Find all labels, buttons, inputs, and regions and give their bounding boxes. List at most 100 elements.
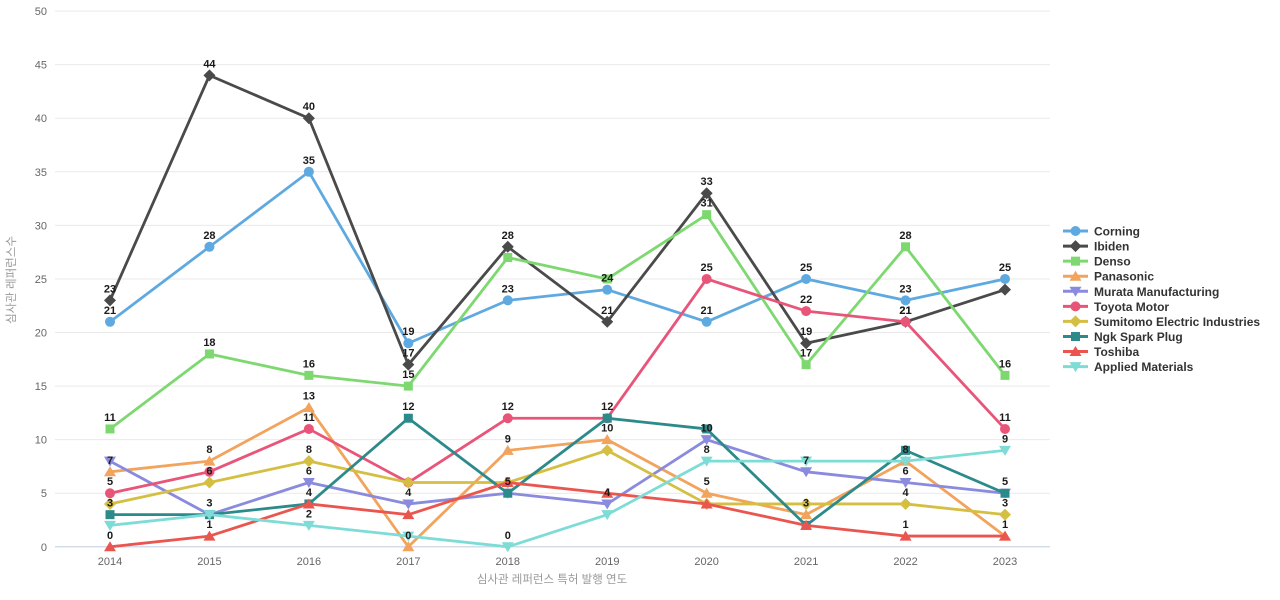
data-point-toyota-motor-2015[interactable] <box>204 466 215 477</box>
legend-marker-toyota-motor[interactable] <box>1070 301 1081 312</box>
legend-marker-denso[interactable] <box>1071 256 1080 266</box>
data-point-applied-materials-2018[interactable] <box>501 542 514 553</box>
data-point-ngk-spark-plug-2018[interactable] <box>503 488 513 498</box>
data-point-applied-materials-2014[interactable] <box>104 520 116 531</box>
data-point-applied-materials-2022[interactable] <box>899 456 912 467</box>
data-point-toyota-motor-2022[interactable] <box>900 316 911 327</box>
data-point-corning-2022[interactable] <box>900 295 911 306</box>
legend-marker-ibiden[interactable] <box>1069 240 1082 253</box>
data-point-applied-materials-2019[interactable] <box>601 510 614 521</box>
data-point-applied-materials-2021[interactable] <box>800 456 813 467</box>
data-point-denso-2018[interactable] <box>503 253 513 263</box>
data-point-corning-2015[interactable] <box>204 241 215 252</box>
data-point-ngk-spark-plug-2019[interactable] <box>602 413 612 423</box>
data-point-ibiden-2014[interactable] <box>104 294 116 307</box>
data-point-denso-2020[interactable] <box>702 210 712 220</box>
data-point-ibiden-2021[interactable] <box>800 337 813 350</box>
data-point-ibiden-2018[interactable] <box>501 240 514 253</box>
legend-marker-corning[interactable] <box>1070 226 1081 236</box>
data-point-sumitomo-electric-industries-2014[interactable] <box>104 497 116 510</box>
data-point-toshiba-2020[interactable] <box>700 498 713 509</box>
data-point-toshiba-2023[interactable] <box>999 530 1011 541</box>
data-point-toshiba-2022[interactable] <box>899 530 912 541</box>
legend-item-toyota-motor[interactable]: Toyota Motor <box>1063 300 1169 314</box>
data-point-panasonic-2019[interactable] <box>601 434 614 445</box>
data-point-ibiden-2023[interactable] <box>999 283 1011 296</box>
legend-marker-toshiba[interactable] <box>1069 346 1082 357</box>
data-point-panasonic-2020[interactable] <box>700 487 713 498</box>
legend-item-corning[interactable]: Corning <box>1063 225 1140 239</box>
data-point-toshiba-2019[interactable] <box>601 487 614 498</box>
data-point-murata-manufacturing-2020[interactable] <box>700 435 713 446</box>
data-point-denso-2022[interactable] <box>901 242 911 252</box>
data-point-ngk-spark-plug-2022[interactable] <box>901 445 911 455</box>
legend-marker-sumitomo-electric-industries[interactable] <box>1069 315 1082 328</box>
data-point-ibiden-2019[interactable] <box>601 315 614 328</box>
data-point-toyota-motor-2021[interactable] <box>801 306 812 317</box>
data-point-toyota-motor-2014[interactable] <box>105 488 115 499</box>
data-point-panasonic-2021[interactable] <box>800 509 813 520</box>
legend-marker-ngk-spark-plug[interactable] <box>1071 331 1080 341</box>
data-point-corning-2020[interactable] <box>701 316 712 327</box>
data-point-denso-2016[interactable] <box>304 370 314 380</box>
data-point-sumitomo-electric-industries-2015[interactable] <box>203 476 216 489</box>
data-point-corning-2016[interactable] <box>303 166 314 177</box>
data-point-toyota-motor-2018[interactable] <box>502 413 513 424</box>
data-point-ibiden-2015[interactable] <box>203 69 216 82</box>
data-point-ngk-spark-plug-2014[interactable] <box>105 510 115 520</box>
data-point-toyota-motor-2016[interactable] <box>303 423 314 434</box>
data-point-panasonic-2015[interactable] <box>203 455 216 466</box>
data-point-ibiden-2016[interactable] <box>302 112 315 125</box>
legend-marker-murata-manufacturing[interactable] <box>1069 286 1082 297</box>
data-point-denso-2019[interactable] <box>602 274 612 284</box>
data-point-panasonic-2014[interactable] <box>104 466 116 477</box>
data-point-applied-materials-2023[interactable] <box>999 445 1011 456</box>
data-point-sumitomo-electric-industries-2022[interactable] <box>899 497 912 510</box>
data-point-ngk-spark-plug-2023[interactable] <box>1000 488 1010 498</box>
data-point-panasonic-2018[interactable] <box>501 444 514 455</box>
data-point-toshiba-2014[interactable] <box>104 541 116 552</box>
data-point-sumitomo-electric-industries-2023[interactable] <box>999 508 1011 521</box>
data-point-sumitomo-electric-industries-2017[interactable] <box>402 476 415 489</box>
data-point-corning-2021[interactable] <box>801 273 812 284</box>
data-point-sumitomo-electric-industries-2021[interactable] <box>800 497 813 510</box>
legend-item-panasonic[interactable]: Panasonic <box>1063 270 1154 284</box>
data-point-murata-manufacturing-2019[interactable] <box>601 499 614 510</box>
data-point-sumitomo-electric-industries-2016[interactable] <box>302 455 315 468</box>
legend-item-denso[interactable]: Denso <box>1063 255 1131 269</box>
legend-marker-panasonic[interactable] <box>1069 270 1082 281</box>
data-point-toshiba-2018[interactable] <box>501 477 514 488</box>
data-point-applied-materials-2016[interactable] <box>302 520 315 531</box>
data-point-denso-2021[interactable] <box>801 360 811 370</box>
legend-marker-applied-materials[interactable] <box>1069 362 1082 373</box>
legend-item-applied-materials[interactable]: Applied Materials <box>1063 360 1194 374</box>
legend-item-murata-manufacturing[interactable]: Murata Manufacturing <box>1063 285 1219 299</box>
data-point-sumitomo-electric-industries-2019[interactable] <box>601 444 614 457</box>
data-point-toshiba-2021[interactable] <box>800 519 813 530</box>
data-point-murata-manufacturing-2016[interactable] <box>302 478 315 489</box>
data-point-denso-2015[interactable] <box>204 349 214 359</box>
data-point-murata-manufacturing-2017[interactable] <box>402 499 415 510</box>
legend-item-ngk-spark-plug[interactable]: Ngk Spark Plug <box>1063 330 1183 344</box>
data-point-corning-2018[interactable] <box>502 295 513 306</box>
data-point-corning-2017[interactable] <box>403 338 414 349</box>
data-point-applied-materials-2020[interactable] <box>700 456 713 467</box>
data-point-toshiba-2015[interactable] <box>203 530 216 541</box>
data-point-corning-2023[interactable] <box>1000 273 1010 284</box>
data-point-toyota-motor-2020[interactable] <box>701 273 712 284</box>
legend-item-toshiba[interactable]: Toshiba <box>1063 345 1139 359</box>
data-point-murata-manufacturing-2014[interactable] <box>104 456 116 467</box>
data-point-applied-materials-2015[interactable] <box>203 510 216 521</box>
data-point-murata-manufacturing-2021[interactable] <box>800 467 813 478</box>
data-point-ibiden-2020[interactable] <box>700 187 713 200</box>
data-point-corning-2019[interactable] <box>602 284 613 295</box>
data-point-applied-materials-2017[interactable] <box>402 531 415 542</box>
legend-item-ibiden[interactable]: Ibiden <box>1063 240 1129 254</box>
data-point-murata-manufacturing-2022[interactable] <box>899 478 912 489</box>
legend-item-sumitomo-electric-industries[interactable]: Sumitomo Electric Industries <box>1063 315 1260 329</box>
data-point-denso-2014[interactable] <box>105 424 115 434</box>
data-point-toyota-motor-2023[interactable] <box>1000 423 1010 434</box>
data-point-denso-2023[interactable] <box>1000 370 1010 380</box>
data-point-toshiba-2016[interactable] <box>302 498 315 509</box>
data-point-denso-2017[interactable] <box>403 381 413 391</box>
